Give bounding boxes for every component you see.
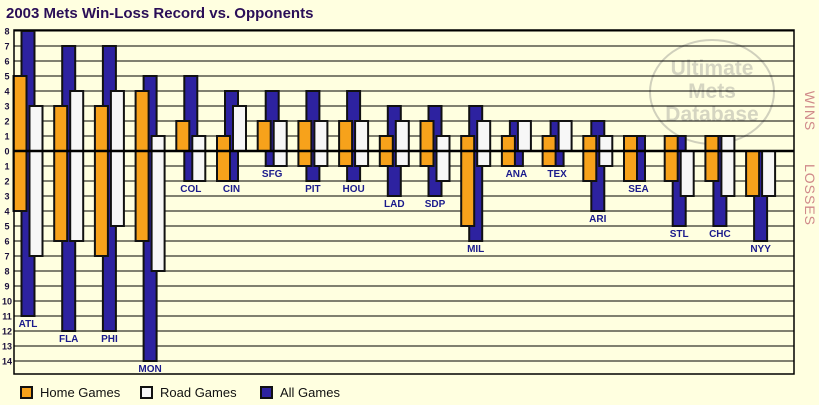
bar-nyy-road — [761, 150, 777, 197]
bar-sfg-road — [272, 120, 288, 167]
bar-sfg-home — [256, 120, 272, 152]
legend-road: Road Games — [140, 385, 237, 400]
legend-home-label: Home Games — [40, 385, 121, 400]
y-tick-win-5: 5 — [4, 72, 9, 82]
y-tick-loss-6: 6 — [4, 237, 9, 247]
watermark-line-1: Ultimate — [671, 57, 754, 80]
y-tick-loss-2: 2 — [4, 177, 9, 187]
legend-road-swatch — [140, 386, 153, 399]
category-label-sea: SEA — [628, 184, 649, 195]
bar-atl-road — [28, 105, 44, 257]
category-label-mon: MON — [138, 364, 161, 375]
legend-all-swatch — [260, 386, 273, 399]
bar-lad-road — [394, 120, 410, 167]
bar-chc-home — [704, 135, 720, 182]
y-tick-win-2: 2 — [4, 117, 9, 127]
y-tick-loss-3: 3 — [4, 192, 9, 202]
y-tick-win-8: 8 — [4, 27, 9, 37]
category-label-lad: LAD — [384, 199, 405, 210]
category-label-chc: CHC — [709, 229, 731, 240]
bar-mon-home — [134, 90, 150, 242]
y-tick-win-1: 1 — [4, 132, 9, 142]
bar-pit-road — [313, 120, 329, 167]
y-tick-loss-8: 8 — [4, 267, 9, 277]
bar-phi-home — [93, 105, 109, 257]
bar-mon-road — [150, 135, 166, 272]
y-tick-loss-7: 7 — [4, 252, 9, 262]
bar-hou-home — [338, 120, 354, 167]
category-label-tex: TEX — [547, 169, 567, 180]
category-label-ana: ANA — [506, 169, 528, 180]
legend-road-label: Road Games — [160, 385, 237, 400]
category-label-col: COL — [180, 184, 201, 195]
y-tick-loss-9: 9 — [4, 282, 9, 292]
losses-axis-label: LOSSES — [802, 164, 818, 226]
bar-hou-road — [354, 120, 370, 167]
bar-ari-home — [582, 135, 598, 182]
category-label-cin: CIN — [223, 184, 240, 195]
bar-tex-road — [557, 120, 573, 152]
legend-home-swatch — [20, 386, 33, 399]
bar-stl-home — [663, 135, 679, 182]
category-label-mil: MIL — [467, 244, 484, 255]
legend-all: All Games — [260, 385, 340, 400]
y-tick-loss-12: 12 — [2, 327, 12, 337]
bar-nyy-home — [745, 150, 761, 197]
y-tick-loss-14: 14 — [2, 357, 12, 367]
bar-cin-home — [216, 135, 231, 182]
y-tick-loss-11: 11 — [2, 312, 12, 322]
bar-ana-road — [516, 120, 532, 152]
category-label-phi: PHI — [101, 334, 118, 345]
category-label-hou: HOU — [342, 184, 364, 195]
y-tick-zero: 0 — [4, 147, 9, 157]
category-label-nyy: NYY — [750, 244, 771, 255]
bar-mil-home — [460, 135, 476, 227]
y-tick-win-6: 6 — [4, 57, 9, 67]
bar-fla-home — [53, 105, 69, 242]
y-tick-win-4: 4 — [4, 87, 9, 97]
bar-sdp-home — [419, 120, 435, 167]
category-label-sfg: SFG — [262, 169, 283, 180]
bar-pit-home — [297, 120, 313, 167]
legend-all-label: All Games — [280, 385, 340, 400]
y-tick-loss-13: 13 — [2, 342, 12, 352]
bar-phi-road — [109, 90, 125, 227]
category-label-pit: PIT — [305, 184, 321, 195]
category-label-fla: FLA — [59, 334, 78, 345]
bar-mil-road — [476, 120, 492, 167]
chart: Ultimate Mets Database 12345678012345678… — [2, 27, 818, 376]
bar-col-home — [175, 120, 191, 152]
y-tick-loss-5: 5 — [4, 222, 9, 232]
watermark-line-3: Database — [665, 103, 758, 126]
category-label-stl: STL — [670, 229, 689, 240]
bar-atl-home — [12, 75, 28, 212]
plot-frame — [13, 29, 795, 375]
chart-title: 2003 Mets Win-Loss Record vs. Opponents — [6, 5, 314, 22]
bar-sea-home — [623, 135, 638, 182]
bar-col-road — [191, 135, 207, 182]
y-tick-loss-1: 1 — [4, 162, 9, 172]
bar-stl-road — [679, 150, 695, 197]
legend-home: Home Games — [20, 385, 120, 400]
bar-chc-road — [720, 135, 736, 197]
watermark: Ultimate Mets Database — [649, 39, 775, 145]
category-label-ari: ARI — [589, 214, 606, 225]
category-label-sdp: SDP — [425, 199, 446, 210]
bar-cin-road — [232, 105, 247, 152]
y-tick-loss-10: 10 — [2, 297, 12, 307]
bar-sdp-road — [435, 135, 451, 182]
category-label-atl: ATL — [19, 319, 38, 330]
y-tick-win-7: 7 — [4, 42, 9, 52]
wins-axis-label: WINS — [802, 91, 818, 132]
y-tick-loss-4: 4 — [4, 207, 9, 217]
y-tick-win-3: 3 — [4, 102, 9, 112]
bar-fla-road — [69, 90, 85, 242]
